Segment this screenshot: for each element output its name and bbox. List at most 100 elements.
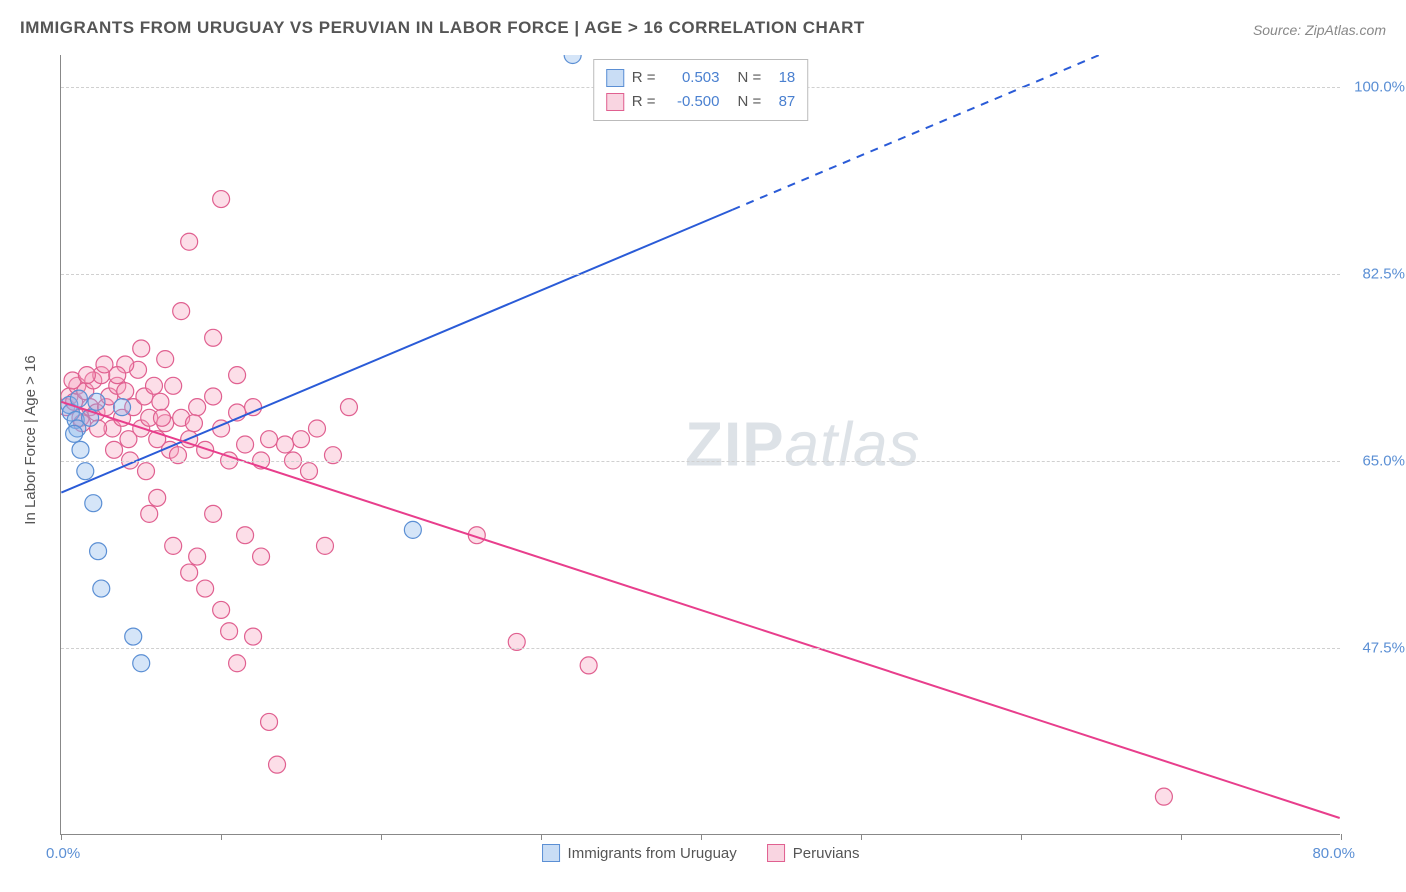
peruvian-point xyxy=(98,399,115,416)
peruvian-point xyxy=(213,191,230,208)
uruguay-point xyxy=(564,55,581,63)
peruvian-point xyxy=(64,372,81,389)
peruvian-point xyxy=(197,441,214,458)
peruvian-point xyxy=(205,329,222,346)
peruvian-point xyxy=(1155,788,1172,805)
swatch-blue-icon xyxy=(606,69,624,87)
peruvian-point xyxy=(61,388,78,405)
peruvian-point xyxy=(74,415,91,432)
r-value-uruguay: 0.503 xyxy=(664,66,720,90)
uruguay-point xyxy=(85,495,102,512)
n-value-uruguay: 18 xyxy=(769,66,795,90)
peruvian-point xyxy=(189,399,206,416)
peruvian-point xyxy=(229,367,246,384)
peruvian-point xyxy=(580,657,597,674)
peruvian-point xyxy=(197,580,214,597)
y-tick-label: 82.5% xyxy=(1345,266,1405,283)
uruguay-point xyxy=(114,399,131,416)
uruguay-point xyxy=(69,420,86,437)
peruvian-point xyxy=(165,537,182,554)
uruguay-point xyxy=(93,580,110,597)
x-tick-mark xyxy=(1181,834,1182,840)
n-label: N = xyxy=(738,66,762,90)
uruguay-point xyxy=(72,441,89,458)
peruvian-point xyxy=(88,404,105,421)
trend-line-uruguay-extrapolated xyxy=(732,55,1339,210)
peruvian-point xyxy=(293,431,310,448)
peruvian-point xyxy=(173,409,190,426)
peruvian-point xyxy=(157,351,174,368)
peruvian-point xyxy=(141,409,158,426)
peruvian-point xyxy=(117,383,134,400)
x-tick-mark xyxy=(541,834,542,840)
peruvian-point xyxy=(245,399,262,416)
n-label: N = xyxy=(738,90,762,114)
peruvian-point xyxy=(340,399,357,416)
y-tick-label: 100.0% xyxy=(1345,79,1405,96)
x-tick-mark xyxy=(861,834,862,840)
peruvian-point xyxy=(72,409,89,426)
n-value-peruvian: 87 xyxy=(769,90,795,114)
r-label: R = xyxy=(632,90,656,114)
peruvian-point xyxy=(106,441,123,458)
chart-svg xyxy=(61,55,1340,834)
peruvian-point xyxy=(104,420,121,437)
watermark-zip: ZIP xyxy=(685,410,784,479)
peruvian-point xyxy=(146,377,163,394)
series-legend: Immigrants from Uruguay Peruvians xyxy=(542,844,860,862)
y-tick-label: 47.5% xyxy=(1345,640,1405,657)
peruvian-point xyxy=(269,756,286,773)
x-tick-mark xyxy=(221,834,222,840)
peruvian-point xyxy=(66,393,83,410)
peruvian-point xyxy=(213,601,230,618)
uruguay-point xyxy=(404,521,421,538)
correlation-row-uruguay: R = 0.503 N = 18 xyxy=(606,66,796,90)
gridline xyxy=(61,461,1340,462)
uruguay-point xyxy=(90,543,107,560)
source-attribution: Source: ZipAtlas.com xyxy=(1253,22,1386,38)
peruvian-point xyxy=(69,377,86,394)
uruguay-point xyxy=(77,463,94,480)
uruguay-point xyxy=(61,397,78,414)
trend-line-uruguay xyxy=(61,210,732,493)
peruvian-point xyxy=(133,420,150,437)
peruvian-point xyxy=(181,233,198,250)
peruvian-point xyxy=(221,623,238,640)
peruvian-point xyxy=(125,399,142,416)
peruvian-point xyxy=(468,527,485,544)
chart-title: IMMIGRANTS FROM URUGUAY VS PERUVIAN IN L… xyxy=(20,18,865,38)
uruguay-point xyxy=(125,628,142,645)
r-label: R = xyxy=(632,66,656,90)
uruguay-point xyxy=(67,411,84,428)
y-tick-label: 65.0% xyxy=(1345,453,1405,470)
uruguay-point xyxy=(62,404,79,421)
peruvian-point xyxy=(261,713,278,730)
peruvian-point xyxy=(117,356,134,373)
correlation-row-peruvian: R = -0.500 N = 87 xyxy=(606,90,796,114)
peruvian-point xyxy=(109,377,126,394)
gridline xyxy=(61,648,1340,649)
peruvian-point xyxy=(277,436,294,453)
x-tick-left: 0.0% xyxy=(46,845,80,862)
watermark: ZIPatlas xyxy=(685,409,920,480)
peruvian-point xyxy=(141,505,158,522)
peruvian-point xyxy=(90,420,107,437)
peruvian-point xyxy=(229,655,246,672)
peruvian-point xyxy=(101,388,118,405)
peruvian-point xyxy=(82,399,99,416)
peruvian-point xyxy=(61,399,75,416)
legend-label-uruguay: Immigrants from Uruguay xyxy=(568,845,737,862)
peruvian-point xyxy=(85,372,102,389)
x-tick-mark xyxy=(1021,834,1022,840)
peruvian-point xyxy=(309,420,326,437)
watermark-atlas: atlas xyxy=(785,410,921,479)
swatch-blue-icon xyxy=(542,844,560,862)
legend-label-peruvian: Peruvians xyxy=(793,845,860,862)
peruvian-point xyxy=(185,415,202,432)
peruvian-point xyxy=(96,356,113,373)
peruvian-point xyxy=(93,367,110,384)
peruvian-point xyxy=(157,415,174,432)
swatch-pink-icon xyxy=(606,93,624,111)
peruvian-point xyxy=(78,367,95,384)
uruguay-point xyxy=(70,390,87,407)
